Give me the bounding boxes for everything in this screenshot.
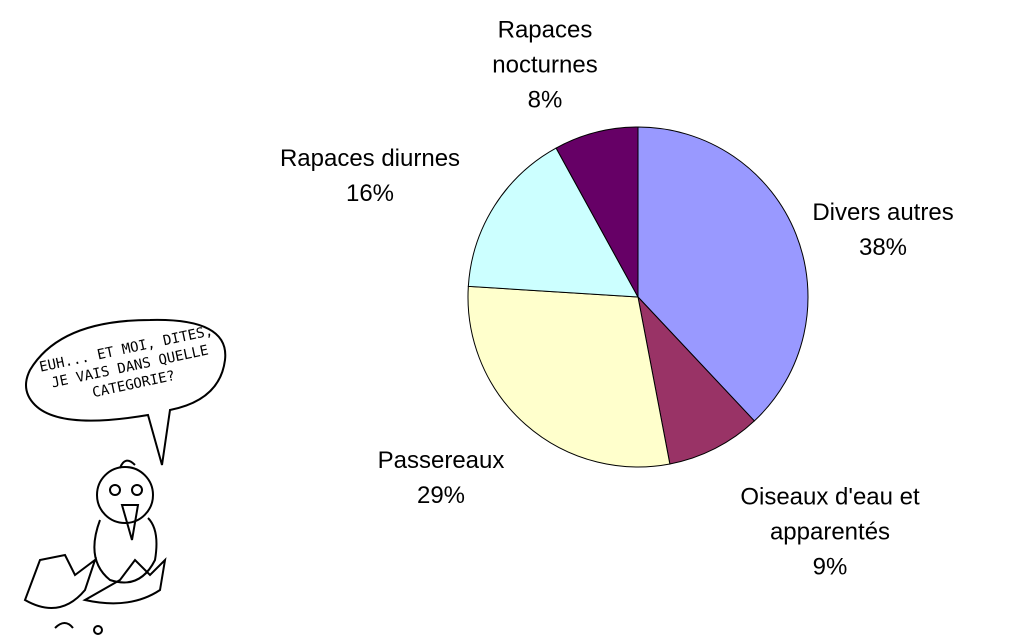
value-label: 29%	[416, 482, 466, 509]
value-label: 16%	[345, 180, 395, 207]
category-label: Oiseaux d'eau et apparentés	[740, 483, 920, 546]
pie-slice	[637, 126, 809, 422]
category-label: Passereaux	[377, 447, 505, 474]
pie-slice	[555, 126, 639, 298]
value-label: 38%	[858, 234, 908, 261]
value-label: 9%	[812, 553, 848, 581]
slice-label: Oiseaux d'eau et apparentés 9%	[710, 480, 950, 585]
pie-slice	[467, 285, 671, 468]
slice-label: Rapaces diurnes 16%	[245, 141, 495, 211]
slice-label: Divers autres 38%	[783, 195, 983, 265]
pie-slice	[637, 295, 756, 465]
category-label: Rapaces nocturnes	[492, 16, 598, 79]
pie-slice	[467, 147, 639, 298]
category-label: Divers autres	[812, 199, 954, 226]
cartoon	[23, 318, 227, 635]
slice-label: Rapaces nocturnes 8%	[475, 13, 615, 118]
value-label: 8%	[527, 86, 563, 114]
category-label: Rapaces diurnes	[279, 145, 461, 172]
slice-label: Passereaux 29%	[341, 443, 541, 513]
